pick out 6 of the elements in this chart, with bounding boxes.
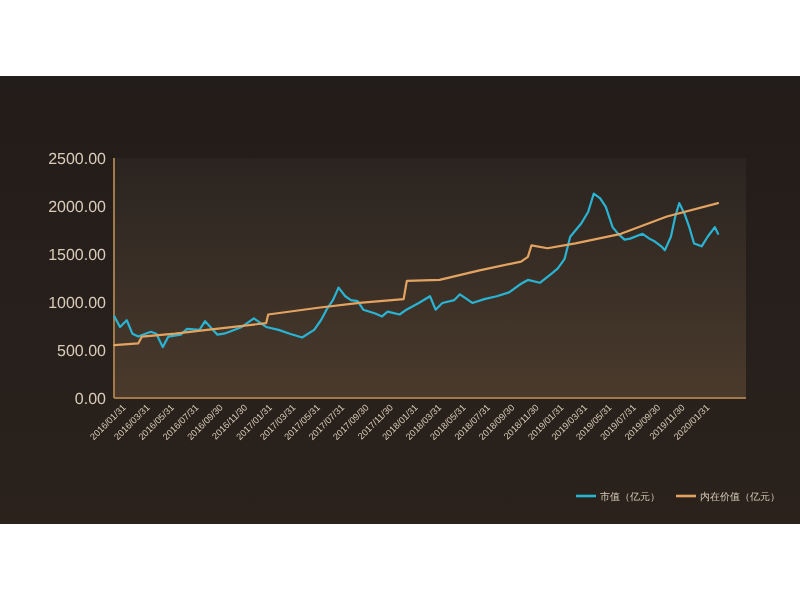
y-tick-label: 2500.00	[48, 149, 108, 168]
y-tick-label: 0.00	[74, 389, 108, 408]
y-tick-label: 500.00	[57, 341, 108, 360]
y-tick-label: 1000.00	[48, 293, 108, 312]
y-tick-label: 1500.00	[48, 245, 108, 264]
y-tick-label: 2000.00	[48, 197, 108, 216]
